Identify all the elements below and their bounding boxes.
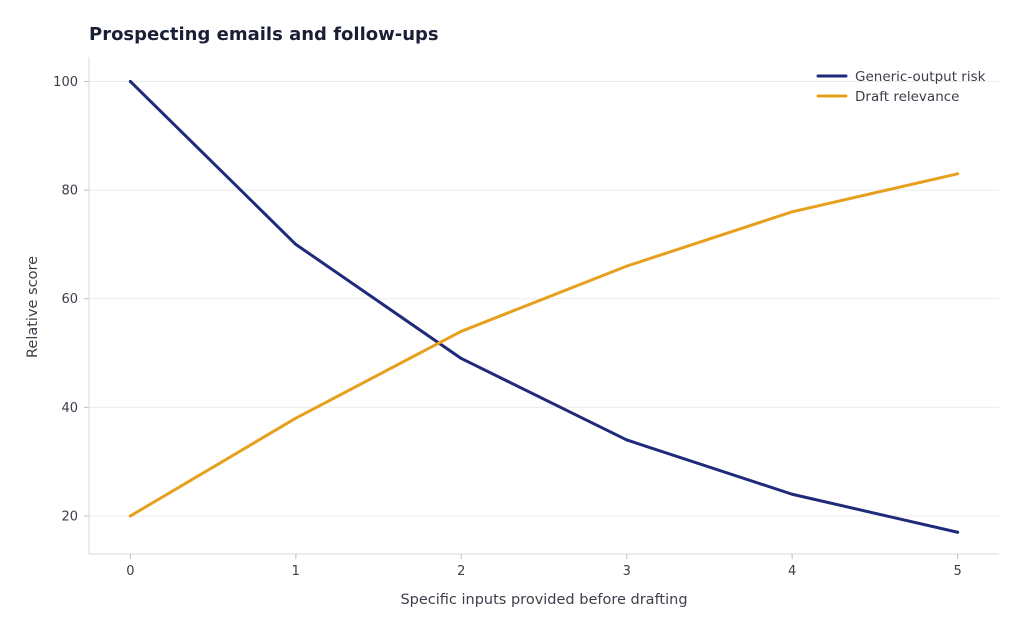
y-tick-label: 100 bbox=[53, 75, 78, 90]
series-lines bbox=[128, 79, 960, 534]
y-axis-label: Relative score bbox=[25, 256, 41, 358]
series-line-draft-relevance bbox=[128, 172, 960, 518]
x-tick-label: 0 bbox=[126, 564, 134, 579]
x-axis-label: Specific inputs provided before drafting bbox=[400, 592, 687, 608]
data-point-draft-relevance bbox=[625, 264, 629, 268]
data-point-generic-output-risk bbox=[956, 530, 960, 534]
legend-label: Generic-output risk bbox=[855, 69, 986, 85]
x-tick-label: 2 bbox=[457, 564, 465, 579]
x-tick-label: 4 bbox=[788, 564, 796, 579]
y-tick-label: 60 bbox=[61, 292, 78, 307]
data-point-generic-output-risk bbox=[294, 242, 298, 246]
data-point-generic-output-risk bbox=[459, 356, 463, 360]
series-line-generic-output-risk bbox=[128, 79, 960, 534]
y-tick-label: 20 bbox=[61, 509, 78, 524]
y-tick-label: 40 bbox=[61, 401, 78, 416]
axes: 20 40 60 80 100 0 1 2 3 4 5 bbox=[53, 57, 999, 579]
data-point-generic-output-risk bbox=[128, 79, 132, 83]
x-tick-label: 5 bbox=[953, 564, 961, 579]
x-tick-label: 3 bbox=[623, 564, 631, 579]
data-point-generic-output-risk bbox=[625, 438, 629, 442]
data-point-generic-output-risk bbox=[790, 492, 794, 496]
data-point-draft-relevance bbox=[790, 210, 794, 214]
data-point-draft-relevance bbox=[956, 172, 960, 176]
legend: Generic-output risk Draft relevance bbox=[816, 69, 986, 105]
data-point-draft-relevance bbox=[128, 514, 132, 518]
x-tick-label: 1 bbox=[292, 564, 300, 579]
legend-label: Draft relevance bbox=[855, 89, 959, 105]
chart-title: Prospecting emails and follow-ups bbox=[89, 24, 439, 45]
y-tick-label: 80 bbox=[61, 184, 78, 199]
data-point-draft-relevance bbox=[459, 329, 463, 333]
data-point-draft-relevance bbox=[294, 416, 298, 420]
